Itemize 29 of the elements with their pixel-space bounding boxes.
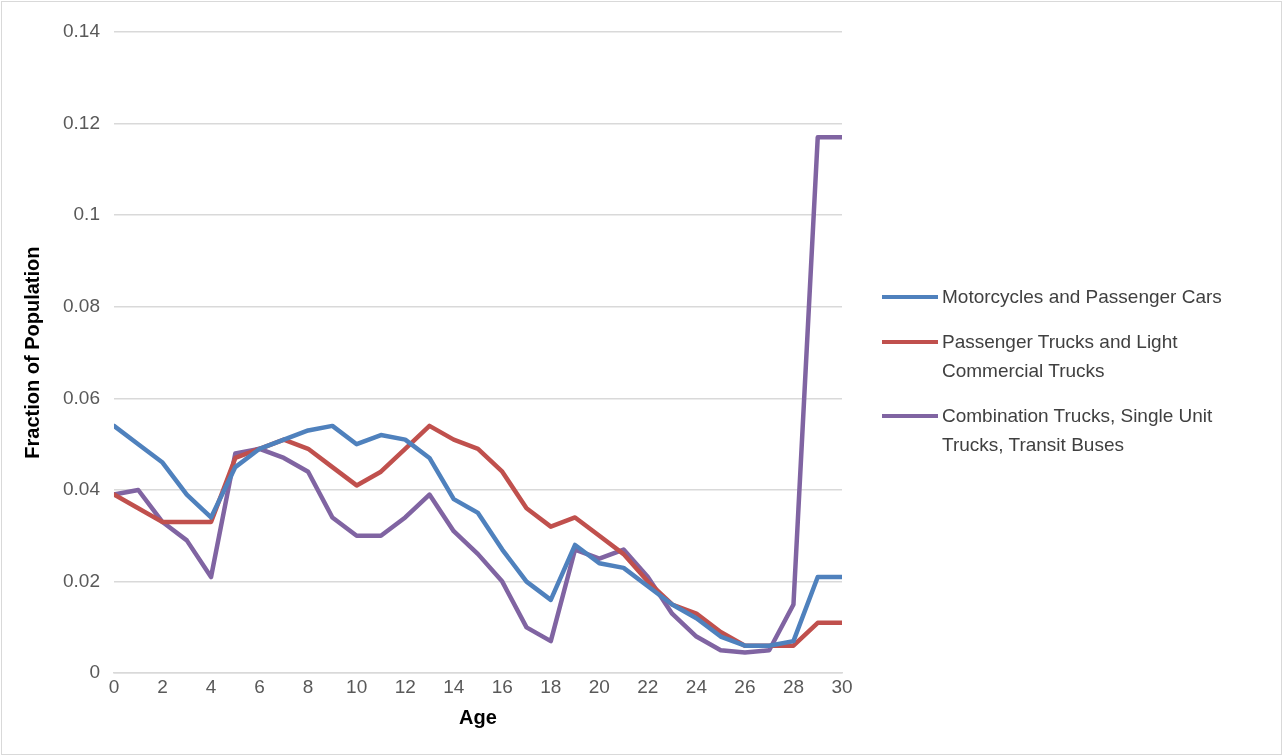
x-tick-label: 2 (157, 675, 168, 697)
x-tick-label: 8 (302, 675, 314, 697)
x-tick-label: 30 (831, 675, 853, 697)
x-tick-label: 10 (346, 675, 368, 697)
x-tick-label: 18 (540, 675, 562, 697)
y-tick-label: 0.12 (63, 111, 100, 133)
y-tick-label: 0.1 (73, 203, 100, 225)
legend-label: Combination Trucks, Single Unit Trucks, Transit Buses (942, 404, 1214, 457)
x-tick-label: 6 (254, 675, 265, 697)
y-tick-label: 0.02 (63, 569, 100, 591)
x-tick-label: 0 (108, 675, 120, 697)
x-tick-label: 16 (491, 675, 513, 697)
y-axis-title: Fraction of Population (20, 246, 43, 459)
legend-label: Passenger Trucks and Light Commercial Trucks (942, 330, 1179, 383)
x-axis-title: Age (459, 705, 497, 728)
x-tick-label: 4 (205, 675, 217, 697)
x-tick-label: 12 (394, 675, 416, 697)
y-tick-label: 0 (89, 661, 100, 683)
x-tick-label: 28 (782, 675, 805, 697)
x-tick-label: 20 (588, 675, 610, 697)
y-tick-label: 0.08 (63, 295, 100, 317)
x-tick-label: 14 (443, 675, 465, 697)
x-tick-label: 22 (637, 675, 659, 697)
x-tick-label: 24 (685, 675, 708, 697)
y-tick-label: 0.06 (63, 386, 100, 408)
y-tick-label: 0.04 (63, 478, 101, 500)
legend-label: Motorcycles and Passenger Cars (942, 285, 1222, 309)
y-tick-label: 0.14 (63, 20, 101, 42)
x-tick-label: 26 (734, 675, 756, 697)
